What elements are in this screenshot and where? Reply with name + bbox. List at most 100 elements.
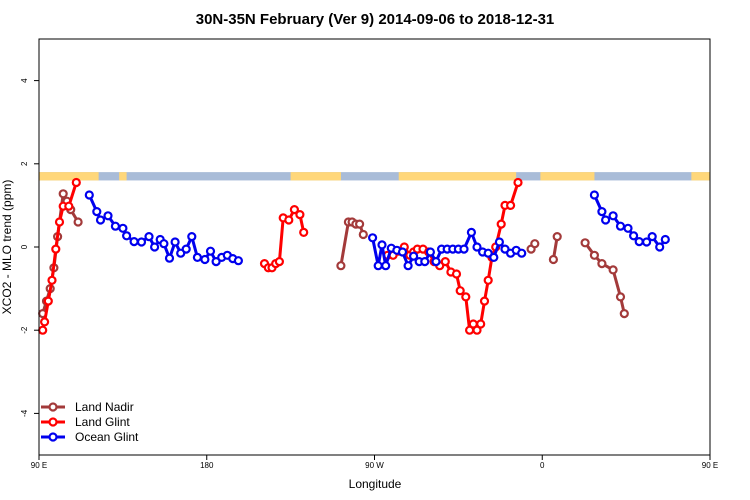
ocean-glint-point xyxy=(660,234,670,245)
land-band-segment xyxy=(119,172,127,181)
ocean-glint-point xyxy=(92,207,102,217)
ocean-glint-point xyxy=(409,251,419,261)
land-glint-point xyxy=(496,219,506,229)
x-tick-label: 90 E xyxy=(702,461,718,470)
land-band-segment xyxy=(540,172,595,181)
ocean-glint-point xyxy=(489,252,499,262)
land-glint-point xyxy=(479,296,490,306)
ocean-glint-point xyxy=(205,246,216,256)
ocean-glint-point xyxy=(144,232,154,242)
ocean-glint-point xyxy=(103,211,113,221)
ocean-glint-point xyxy=(517,248,527,258)
land-band-segment xyxy=(398,172,517,181)
y-tick-label: 0 xyxy=(20,244,29,249)
land-glint-point xyxy=(455,286,465,296)
land-glint-point xyxy=(38,325,48,335)
x-tick-label: 90 W xyxy=(365,461,384,470)
land-glint-point xyxy=(39,317,50,327)
ocean-glint-point xyxy=(608,211,618,221)
ocean-glint-point xyxy=(623,223,633,233)
y-tick-label: -2 xyxy=(20,326,29,334)
land-nadir-point xyxy=(58,189,68,199)
y-tick-label: 4 xyxy=(20,78,29,83)
ocean-glint-point xyxy=(136,237,147,247)
x-axis-label: Longitude xyxy=(349,477,402,491)
ocean-glint-point xyxy=(655,242,665,252)
land-nadir-point xyxy=(552,232,562,242)
land-glint-point xyxy=(284,215,294,225)
ocean-glint-point xyxy=(494,237,504,247)
land-nadir-point xyxy=(336,261,346,271)
x-tick-label: 180 xyxy=(200,461,214,470)
ocean-glint-point xyxy=(472,242,482,252)
ocean-band xyxy=(39,172,710,181)
ocean-glint-point xyxy=(589,190,600,200)
land-nadir-point xyxy=(589,250,600,260)
ocean-glint-point xyxy=(192,252,202,262)
land-band-segment xyxy=(691,172,710,181)
land-glint-point xyxy=(47,275,57,285)
land-nadir-point xyxy=(597,259,607,269)
ocean-glint-point xyxy=(121,231,132,241)
ocean-glint-point xyxy=(634,237,644,247)
land-glint-point xyxy=(289,205,299,215)
ocean-glint-point xyxy=(597,207,607,217)
ocean-glint-point xyxy=(377,240,387,250)
land-glint-point xyxy=(51,244,61,254)
ocean-glint-point xyxy=(459,244,469,254)
land-nadir-point xyxy=(608,265,618,275)
land-nadir-point xyxy=(530,239,540,249)
y-axis-label: XCO2 - MLO trend (ppm) xyxy=(0,180,14,315)
ocean-glint-point xyxy=(628,231,639,241)
legend-land-nadir-label: Land Nadir xyxy=(75,400,134,414)
land-nadir-point xyxy=(355,219,365,229)
ocean-glint-point xyxy=(381,261,391,271)
ocean-glint-point xyxy=(84,190,94,200)
ocean-glint-point xyxy=(233,256,243,266)
legend-ocean-glint-marker xyxy=(48,432,58,442)
land-glint-point xyxy=(274,257,284,267)
ocean-glint-point xyxy=(403,261,413,271)
land-nadir-point xyxy=(548,254,559,265)
plot-area xyxy=(38,172,710,335)
land-band-segment xyxy=(39,172,99,181)
land-glint-point xyxy=(64,201,74,211)
ocean-glint-point xyxy=(159,239,169,249)
land-glint-point xyxy=(43,296,53,306)
land-nadir-point xyxy=(619,309,629,319)
y-tick-label: 2 xyxy=(20,161,29,166)
ocean-glint-point xyxy=(200,254,210,265)
ocean-glint-point xyxy=(420,257,430,267)
land-glint-point xyxy=(295,210,305,220)
chart-title: 30N-35N February (Ver 9) 2014-09-06 to 2… xyxy=(196,11,555,28)
legend-land-glint-marker xyxy=(48,417,58,427)
ocean-glint-point xyxy=(600,215,611,225)
land-glint-point xyxy=(451,269,462,279)
ocean-glint-point xyxy=(187,232,197,242)
legend-land-nadir-marker xyxy=(48,402,58,412)
land-glint-point xyxy=(506,200,516,210)
land-glint-point xyxy=(299,227,309,237)
land-nadir-point xyxy=(580,238,590,248)
ocean-glint-point xyxy=(164,253,175,263)
ocean-glint-point xyxy=(397,247,408,257)
ocean-glint-point xyxy=(431,257,441,267)
ocean-glint-point xyxy=(150,242,160,252)
land-band-segment xyxy=(290,172,341,181)
legend-ocean-glint-label: Ocean Glint xyxy=(75,430,139,444)
land-nadir-point xyxy=(73,217,83,227)
land-glint-point xyxy=(513,177,523,188)
ocean-glint-point xyxy=(466,227,476,237)
ocean-glint-point xyxy=(181,244,191,254)
land-glint-point xyxy=(440,257,450,267)
ocean-glint-point xyxy=(118,223,128,233)
land-glint-point xyxy=(476,319,486,329)
land-glint-point xyxy=(71,177,81,188)
ocean-glint-point xyxy=(647,232,657,242)
land-glint-point xyxy=(461,292,471,302)
ocean-glint-point xyxy=(373,261,383,271)
land-glint-point xyxy=(54,217,65,227)
